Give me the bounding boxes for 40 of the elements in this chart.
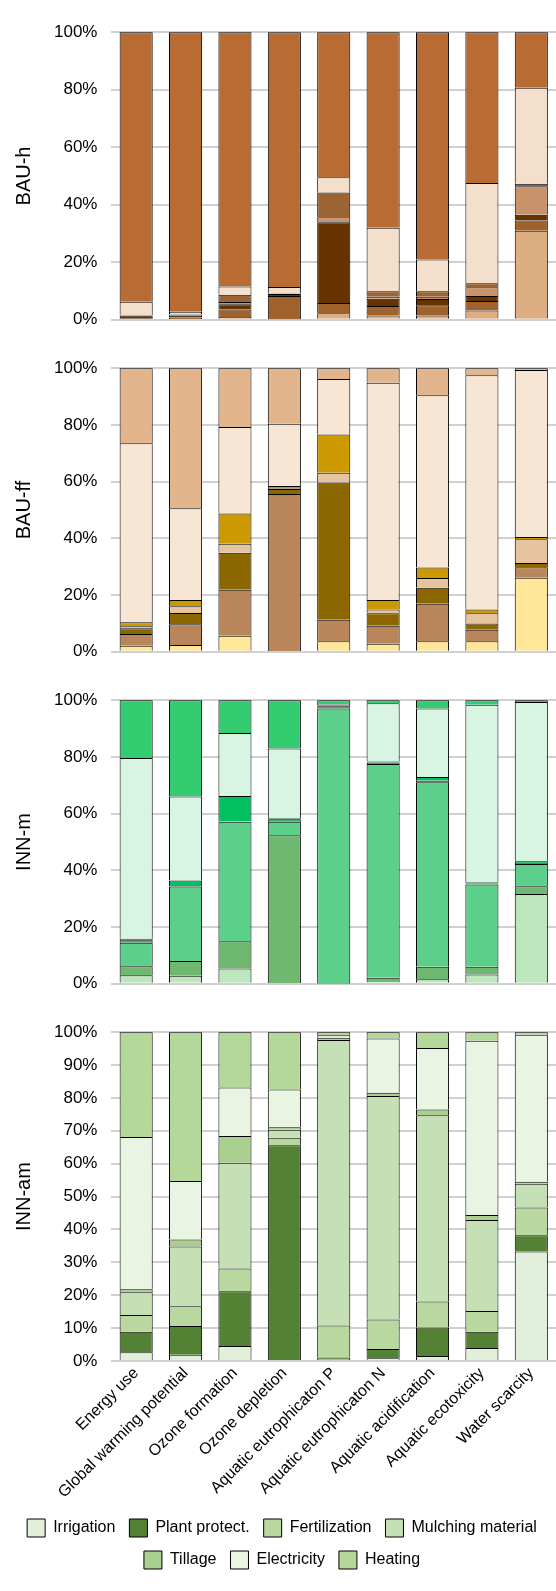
y-tick-label: 40% [63,860,98,880]
y-tick-label: 10% [63,1317,98,1337]
y-tick-label: 80% [63,79,98,99]
y-tick-label: 70% [63,1120,98,1140]
y-tick-label: 20% [63,1284,98,1304]
y-tick-label: 100% [54,21,98,41]
y-tick-label: 100% [54,1021,98,1041]
legend-label: Plant protect. [155,1518,250,1536]
y-tick-label: 20% [63,251,98,271]
y-tick-label: 0% [72,641,98,661]
y-tick-label: 90% [63,1054,98,1074]
y-tick-label: 100% [54,689,98,709]
y-tick-label: 30% [63,1251,98,1271]
y-tick-label: 80% [63,1087,98,1107]
y-tick-label: 80% [63,414,98,434]
y-tick-label: 40% [63,528,98,548]
y-tick-label: 60% [63,803,98,823]
y-tick-label: 80% [63,746,98,766]
y-tick-label: 0% [72,309,98,329]
legend-label: Heating [364,1550,421,1568]
y-tick-label: 0% [72,973,98,993]
y-tick-label: 60% [63,471,98,491]
legend-label: Fertilization [289,1518,372,1536]
y-tick-label: 50% [63,1186,98,1206]
y-tick-label: 40% [63,1219,98,1239]
y-axis-title: BAU-ff [11,480,34,540]
legend-label: Mulching material [411,1518,537,1536]
y-tick-label: 100% [54,357,98,377]
y-axis-title: BAU-h [11,146,34,206]
legend-label: Irrigation [53,1518,116,1536]
y-tick-label: 0% [72,1350,98,1370]
legend-label: Electricity [256,1550,325,1568]
y-tick-label: 20% [63,916,98,936]
y-tick-label: 60% [63,136,98,156]
y-axis-title: INN-m [11,813,34,871]
legend-label: Tillage [169,1550,217,1568]
y-tick-label: 60% [63,1153,98,1173]
y-tick-label: 40% [63,194,98,214]
y-tick-label: 20% [63,584,98,604]
y-axis-title: INN-am [11,1162,34,1231]
